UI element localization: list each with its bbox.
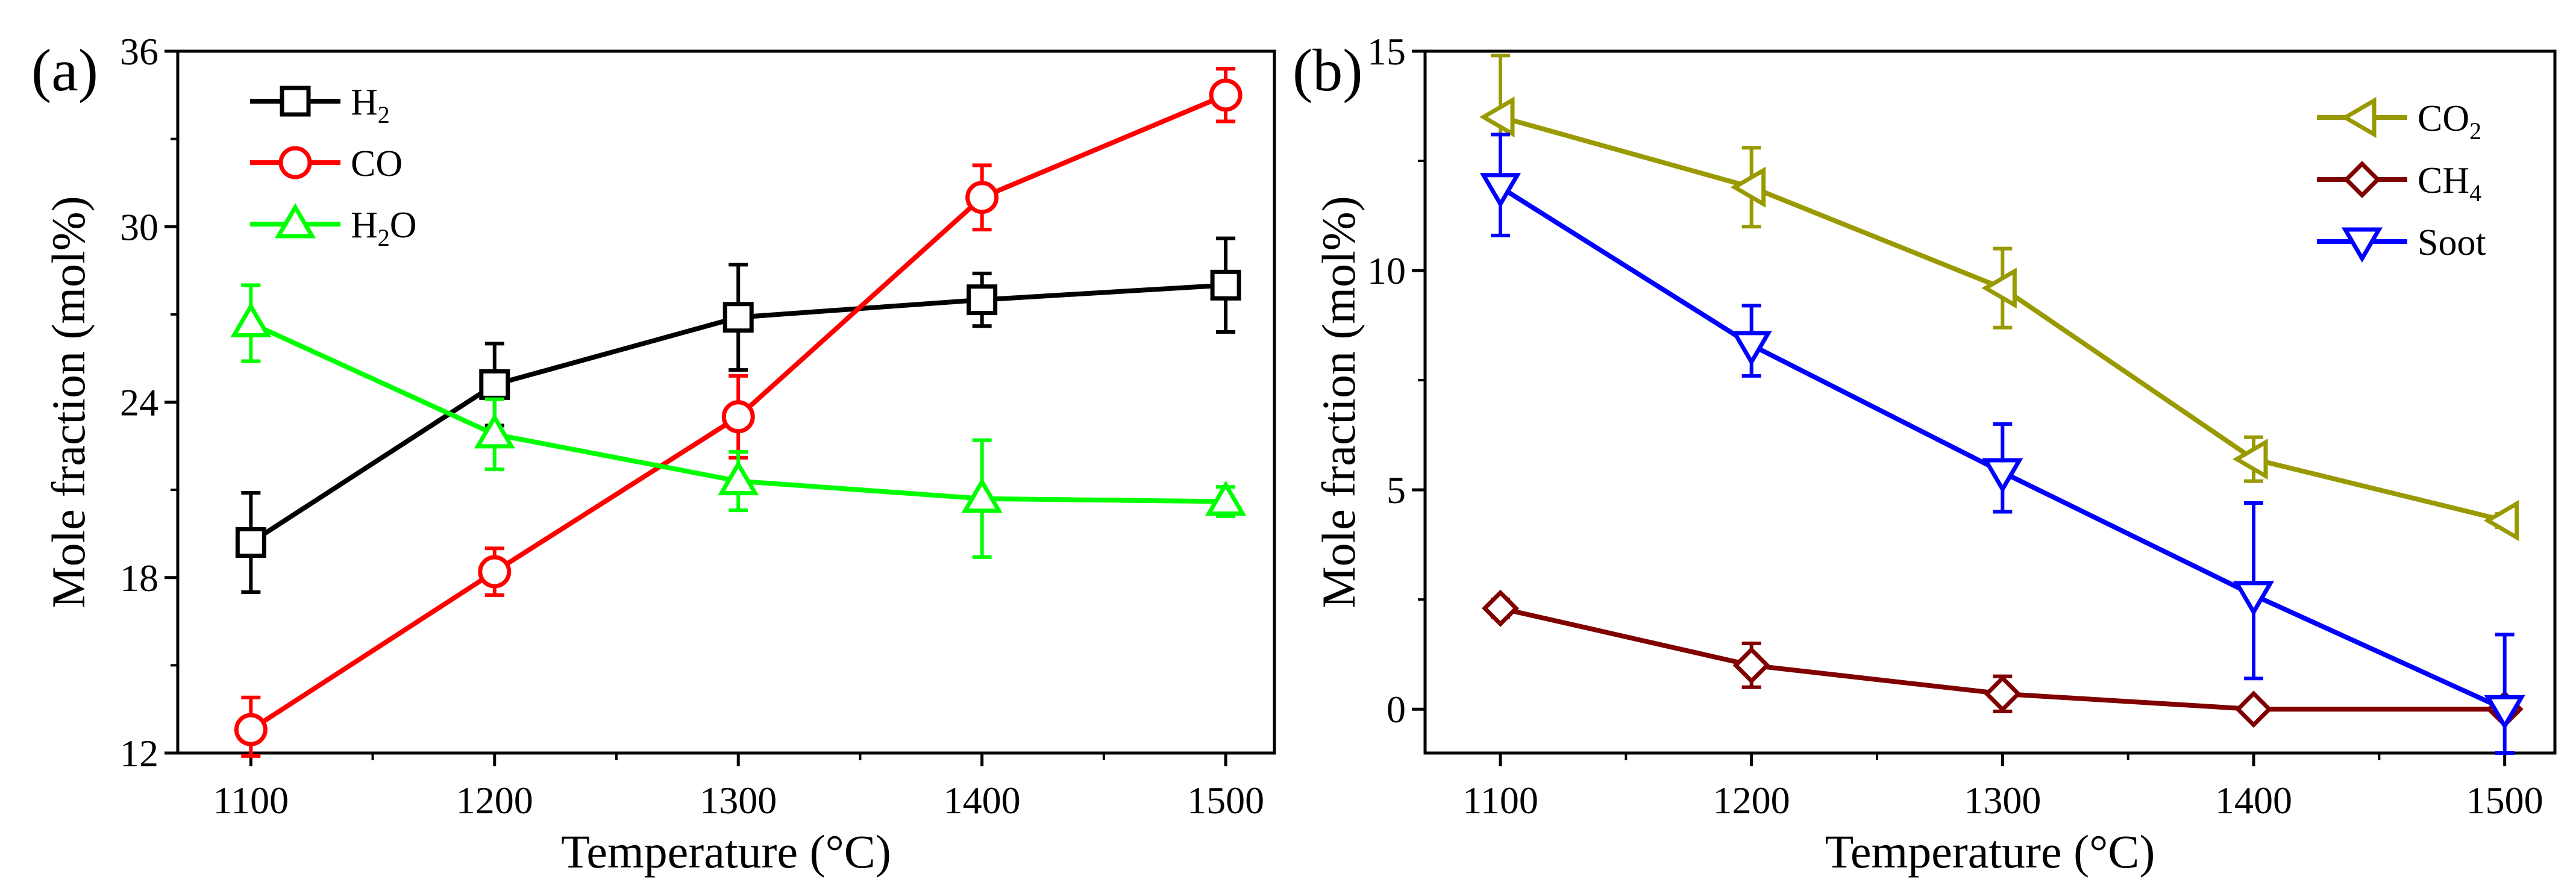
- data-point-ch4: [1732, 646, 1770, 684]
- y-axis-title: Mole fraction (mol%): [1312, 196, 1365, 608]
- panel-a: 1100 1200 1300 1400 1500 12 18 24 30 36 Temperatur…: [31, 30, 1276, 878]
- y-tick-label: 15: [1367, 30, 1406, 73]
- data-point-h2o: [474, 413, 515, 449]
- legend-entry-soot: Soot: [2317, 222, 2486, 263]
- data-point-soot: [1731, 331, 1772, 366]
- plot-frame: [176, 49, 1276, 755]
- legend-entry-h2: H2: [250, 82, 390, 128]
- legend-entry-h2o: H2O: [250, 203, 417, 251]
- data-point-h2: [479, 369, 510, 400]
- data-point-co: [234, 713, 268, 746]
- x-tick-label: 1100: [213, 779, 289, 822]
- data-point-co2: [1479, 96, 1515, 138]
- x-tick-label: 1100: [1462, 779, 1538, 822]
- series-co: [234, 67, 1243, 758]
- x-tick-label: 1300: [700, 779, 777, 822]
- y-tick-label: 24: [120, 381, 158, 424]
- legend-entry-ch4: CH4: [2317, 160, 2481, 207]
- x-tick-label: 1300: [1964, 779, 2041, 822]
- data-point-co: [721, 400, 755, 434]
- panel-label: (a): [31, 37, 98, 104]
- legend-marker: [280, 86, 311, 117]
- x-tick-label: 1400: [944, 779, 1021, 822]
- data-point-soot: [2484, 695, 2525, 731]
- data-point-ch4: [1482, 589, 1519, 627]
- legend-label: CO: [351, 143, 403, 184]
- y-tick-label: 36: [120, 30, 158, 73]
- data-point-soot: [1982, 458, 2023, 493]
- x-tick-label: 1200: [1713, 779, 1790, 822]
- y-tick-label: 12: [120, 732, 158, 775]
- y-tick-label: 30: [120, 205, 158, 248]
- data-point-h2: [722, 302, 754, 333]
- y-tick-label: 5: [1387, 469, 1406, 511]
- y-tick-label: 18: [120, 557, 158, 599]
- legend-marker: [2341, 227, 2383, 263]
- data-point-co2: [1730, 166, 1766, 208]
- legend-label: CH4: [2418, 160, 2481, 207]
- x-axis-title: Temperature (°C): [561, 825, 891, 878]
- data-point-co2: [2233, 439, 2268, 480]
- legend-label: H2: [351, 82, 390, 128]
- legend-marker: [274, 203, 316, 239]
- data-point-h2o: [1205, 480, 1247, 516]
- legend-marker: [2341, 96, 2377, 139]
- x-tick-label: 1500: [1187, 779, 1264, 822]
- data-point-h2: [967, 284, 998, 316]
- x-tick-label: 1400: [2215, 779, 2292, 822]
- x-tick-label: 1200: [456, 779, 533, 822]
- data-point-co2: [2483, 500, 2519, 542]
- legend-label: H2O: [351, 205, 417, 251]
- y-axis-title: Mole fraction (mol%): [42, 196, 95, 608]
- data-point-soot: [2233, 581, 2275, 616]
- panel-b: 1100 1200 1300 1400 1500 0 5 10 15 Temperature (°…: [1293, 30, 2557, 878]
- data-point-h2o: [718, 460, 759, 496]
- panel-label: (b): [1293, 37, 1363, 104]
- data-point-co: [478, 555, 512, 589]
- legend-label: CO2: [2418, 98, 2481, 145]
- data-point-soot: [1479, 173, 1521, 208]
- x-axis-title: Temperature (°C): [1825, 825, 2155, 878]
- legend-entry-co: CO: [250, 143, 403, 184]
- data-point-co2: [1981, 267, 2017, 309]
- data-point-co: [1209, 78, 1243, 112]
- data-point-h2o: [961, 477, 1003, 513]
- data-point-ch4: [2235, 690, 2272, 728]
- series-co2: [1479, 54, 2519, 542]
- data-point-h2o: [230, 302, 272, 337]
- legend-marker: [2343, 161, 2381, 198]
- legend-entry-co2: CO2: [2317, 96, 2481, 145]
- legend-marker: [278, 146, 312, 180]
- plot-frame: [1423, 49, 2557, 755]
- series-h2o: [230, 283, 1247, 559]
- series-soot: [1479, 133, 2525, 755]
- data-point-co: [965, 181, 999, 214]
- x-tick-label: 1500: [2466, 779, 2543, 822]
- y-tick-label: 10: [1367, 249, 1406, 292]
- data-point-h2: [235, 527, 266, 558]
- data-point-h2: [1210, 269, 1241, 301]
- legend-label: Soot: [2418, 222, 2486, 263]
- series-ch4: [1482, 589, 2524, 728]
- y-tick-label: 0: [1387, 688, 1406, 731]
- data-point-ch4: [1984, 675, 2022, 713]
